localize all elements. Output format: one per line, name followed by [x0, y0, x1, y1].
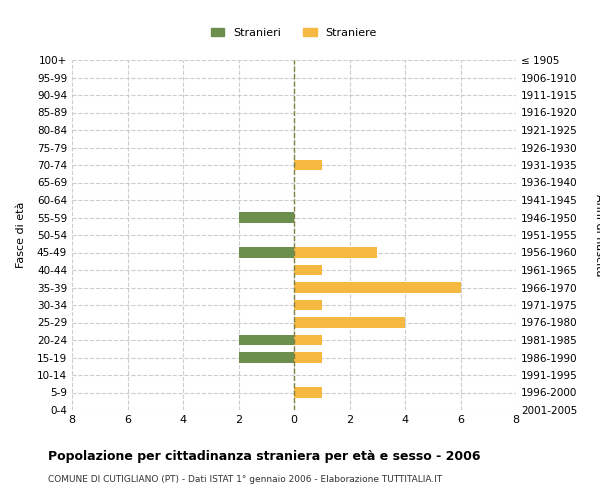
Bar: [294, 335, 322, 345]
Legend: Stranieri, Straniere: Stranieri, Straniere: [206, 24, 382, 42]
Bar: [294, 352, 322, 362]
Bar: [294, 160, 322, 170]
Bar: [239, 335, 294, 345]
Bar: [239, 247, 294, 258]
Bar: [294, 247, 377, 258]
Y-axis label: Anni di nascita: Anni di nascita: [594, 194, 600, 276]
Text: Popolazione per cittadinanza straniera per età e sesso - 2006: Popolazione per cittadinanza straniera p…: [48, 450, 481, 463]
Bar: [239, 212, 294, 223]
Bar: [294, 264, 322, 275]
Bar: [294, 282, 461, 292]
Bar: [294, 300, 322, 310]
Y-axis label: Fasce di età: Fasce di età: [16, 202, 26, 268]
Bar: [294, 317, 405, 328]
Bar: [239, 352, 294, 362]
Text: COMUNE DI CUTIGLIANO (PT) - Dati ISTAT 1° gennaio 2006 - Elaborazione TUTTITALIA: COMUNE DI CUTIGLIANO (PT) - Dati ISTAT 1…: [48, 475, 442, 484]
Bar: [294, 387, 322, 398]
